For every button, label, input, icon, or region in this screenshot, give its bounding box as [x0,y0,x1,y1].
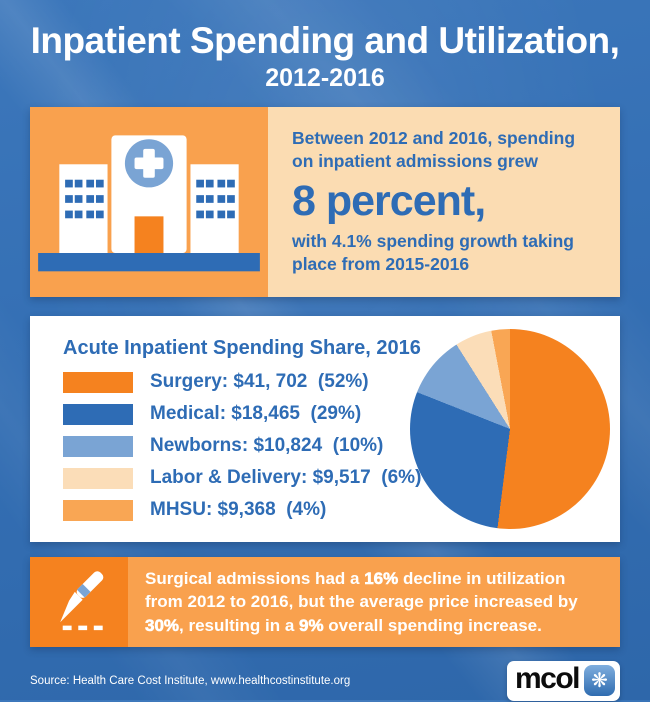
header: Inpatient Spending and Utilization, 2012… [0,0,650,93]
scalpel-icon [42,562,116,641]
spending-detail-text: with 4.1% spending growth taking place f… [292,231,574,275]
hospital-icon [38,118,260,285]
surgical-fact-box: Surgical admissions had a 16% decline in… [128,556,620,647]
spending-share-panel: Acute Inpatient Spending Share, 2016 Sur… [30,315,620,542]
mcol-logo-text: mcol [514,662,581,696]
spending-stats: Between 2012 and 2016, spending on inpat… [268,106,620,297]
legend-swatch-surgery [63,371,133,393]
legend-item-newborns: Newborns: $10,824 (10%) [63,435,421,457]
legend-swatch-medical [63,403,133,425]
source-text: Source: Health Care Cost Institute, www.… [30,674,351,687]
spending-intro-text: Between 2012 and 2016, spending on inpat… [292,128,576,172]
asterisk-icon: ❋ [584,665,615,697]
legend-item-medical: Medical: $18,465 (29%) [63,403,421,425]
legend-swatch-labor-delivery [63,467,133,489]
legend-label-labor-delivery: Labor & Delivery: $9,517 (6%) [150,467,422,489]
footer: Source: Health Care Cost Institute, www.… [30,660,620,702]
legend-item-mhsu: MHSU: $9,368 (4%) [63,499,421,521]
chart-legend: Surgery: $41, 702 (52%) Medical: $18,465… [63,371,422,532]
scalpel-icon-box [30,556,128,647]
page-title: Inpatient Spending and Utilization, [30,20,620,61]
page-subtitle: 2012-2016 [265,63,385,92]
legend-label-newborns: Newborns: $10,824 (10%) [150,435,384,457]
legend-swatch-newborns [63,435,133,457]
spending-growth-panel: Between 2012 and 2016, spending on inpat… [30,106,620,297]
mcol-logo: mcol ❋ [506,660,620,701]
legend-label-mhsu: MHSU: $9,368 (4%) [150,499,327,521]
legend-label-medical: Medical: $18,465 (29%) [150,403,362,425]
legend-item-surgery: Surgery: $41, 702 (52%) [63,371,421,393]
chart-title: Acute Inpatient Spending Share, 2016 [63,336,421,359]
pie-chart [410,328,610,529]
spending-highlight-text: 8 percent, [292,177,486,226]
surgical-fact-panel: Surgical admissions had a 16% decline in… [30,556,620,647]
legend-swatch-mhsu [63,499,133,521]
legend-label-surgery: Surgery: $41, 702 (52%) [150,371,369,393]
hospital-icon-box [30,106,268,297]
legend-item-labor-delivery: Labor & Delivery: $9,517 (6%) [63,467,422,489]
fact-text: Surgical admissions had a 16% decline in… [145,568,578,635]
